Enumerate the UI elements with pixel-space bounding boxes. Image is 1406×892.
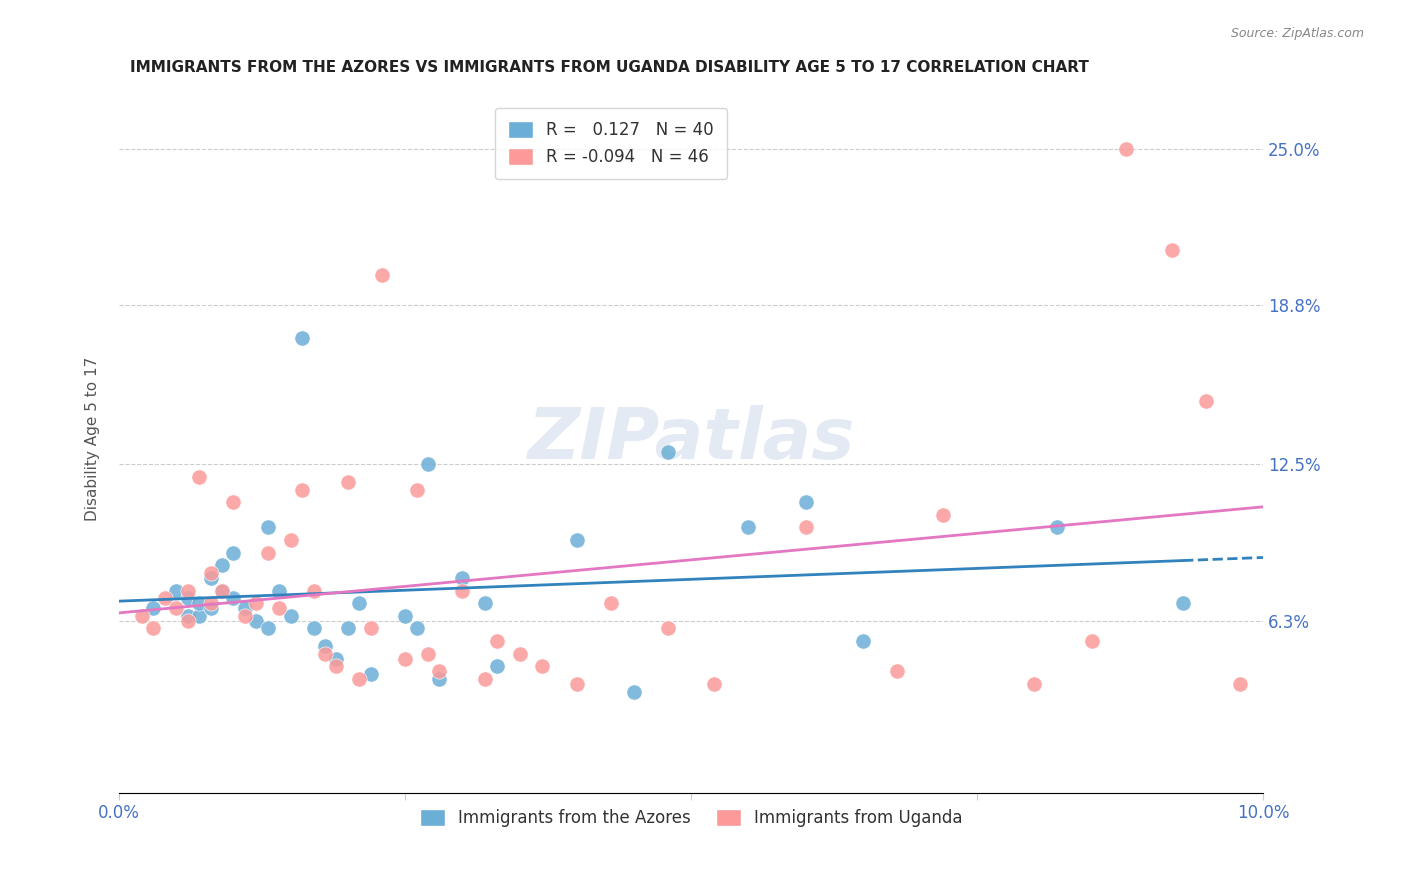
Point xyxy=(256,622,278,636)
Point xyxy=(394,652,416,666)
Point xyxy=(176,614,198,628)
Point xyxy=(269,583,291,598)
Point xyxy=(1080,634,1102,648)
Point xyxy=(1171,596,1194,610)
Point xyxy=(737,520,759,534)
Point xyxy=(200,596,222,610)
Point xyxy=(233,608,256,623)
Point xyxy=(142,601,165,615)
Point xyxy=(153,591,176,606)
Point xyxy=(256,520,278,534)
Point xyxy=(429,672,451,686)
Point xyxy=(1160,243,1182,257)
Point xyxy=(1195,394,1218,409)
Point xyxy=(416,647,439,661)
Point xyxy=(360,667,382,681)
Point xyxy=(200,601,222,615)
Point xyxy=(200,566,222,580)
Point xyxy=(211,583,233,598)
Point xyxy=(1046,520,1069,534)
Point xyxy=(336,622,359,636)
Point xyxy=(794,495,817,509)
Point xyxy=(188,608,211,623)
Point xyxy=(349,672,371,686)
Point xyxy=(165,583,187,598)
Text: IMMIGRANTS FROM THE AZORES VS IMMIGRANTS FROM UGANDA DISABILITY AGE 5 TO 17 CORR: IMMIGRANTS FROM THE AZORES VS IMMIGRANTS… xyxy=(131,60,1090,75)
Point xyxy=(565,533,588,547)
Point xyxy=(474,672,496,686)
Text: Source: ZipAtlas.com: Source: ZipAtlas.com xyxy=(1230,27,1364,40)
Point xyxy=(165,601,187,615)
Point xyxy=(394,608,416,623)
Legend: Immigrants from the Azores, Immigrants from Uganda: Immigrants from the Azores, Immigrants f… xyxy=(413,802,969,834)
Point xyxy=(131,608,153,623)
Point xyxy=(222,546,245,560)
Point xyxy=(565,677,588,691)
Point xyxy=(405,622,427,636)
Point xyxy=(211,583,233,598)
Point xyxy=(485,634,508,648)
Point xyxy=(852,634,875,648)
Point xyxy=(600,596,623,610)
Point xyxy=(211,558,233,573)
Point xyxy=(371,268,394,282)
Point xyxy=(657,444,679,458)
Point xyxy=(886,665,908,679)
Point xyxy=(1024,677,1046,691)
Point xyxy=(325,659,347,673)
Point xyxy=(429,665,451,679)
Point xyxy=(1115,142,1137,156)
Text: ZIPatlas: ZIPatlas xyxy=(527,405,855,474)
Point xyxy=(291,331,314,345)
Point xyxy=(302,583,325,598)
Point xyxy=(245,614,267,628)
Point xyxy=(176,608,198,623)
Point xyxy=(531,659,554,673)
Point xyxy=(416,458,439,472)
Point xyxy=(222,591,245,606)
Point xyxy=(314,639,336,653)
Point xyxy=(280,608,302,623)
Point xyxy=(291,483,314,497)
Point xyxy=(142,622,165,636)
Point xyxy=(200,571,222,585)
Point xyxy=(176,583,198,598)
Point xyxy=(703,677,725,691)
Point xyxy=(451,583,474,598)
Point xyxy=(256,546,278,560)
Point xyxy=(325,652,347,666)
Point xyxy=(623,684,645,698)
Point xyxy=(188,470,211,484)
Point xyxy=(657,622,679,636)
Point xyxy=(932,508,955,522)
Point xyxy=(451,571,474,585)
Point xyxy=(188,596,211,610)
Point xyxy=(485,659,508,673)
Y-axis label: Disability Age 5 to 17: Disability Age 5 to 17 xyxy=(86,357,100,521)
Point xyxy=(474,596,496,610)
Point xyxy=(222,495,245,509)
Point xyxy=(314,647,336,661)
Point xyxy=(280,533,302,547)
Point xyxy=(269,601,291,615)
Point xyxy=(508,647,530,661)
Point xyxy=(360,622,382,636)
Point xyxy=(1229,677,1251,691)
Point xyxy=(176,591,198,606)
Point xyxy=(233,601,256,615)
Point xyxy=(302,622,325,636)
Point xyxy=(794,520,817,534)
Point xyxy=(336,475,359,489)
Point xyxy=(349,596,371,610)
Point xyxy=(405,483,427,497)
Point xyxy=(245,596,267,610)
